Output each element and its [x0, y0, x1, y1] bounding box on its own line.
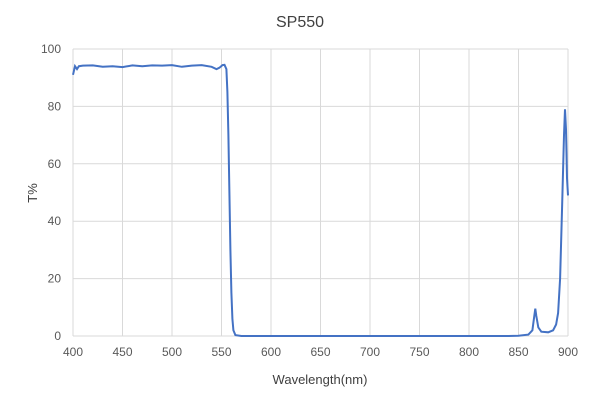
- x-axis-ticks: 400 450 500 550 600 650 700 750 800 850 900: [63, 345, 578, 359]
- x-tick-label: 850: [508, 345, 528, 359]
- y-tick-label: 0: [54, 329, 61, 343]
- x-tick-label: 800: [459, 345, 479, 359]
- chart-title: SP550: [276, 14, 324, 31]
- y-axis-label: T%: [25, 183, 40, 203]
- y-tick-label: 100: [41, 42, 61, 56]
- y-axis-ticks: 0 20 40 60 80 100: [41, 42, 61, 343]
- x-tick-label: 900: [558, 345, 578, 359]
- x-tick-label: 450: [112, 345, 132, 359]
- grid: [72, 48, 569, 337]
- x-tick-label: 400: [63, 345, 83, 359]
- y-tick-label: 80: [48, 99, 62, 113]
- series-line: [72, 63, 569, 337]
- x-tick-label: 750: [409, 345, 429, 359]
- y-tick-label: 20: [48, 272, 62, 286]
- y-tick-label: 40: [48, 214, 62, 228]
- y-tick-label: 60: [48, 157, 62, 171]
- x-tick-label: 600: [261, 345, 281, 359]
- x-tick-label: 550: [211, 345, 231, 359]
- x-tick-label: 700: [360, 345, 380, 359]
- x-axis-label: Wavelength(nm): [273, 372, 368, 387]
- x-tick-label: 500: [162, 345, 182, 359]
- x-tick-label: 650: [310, 345, 330, 359]
